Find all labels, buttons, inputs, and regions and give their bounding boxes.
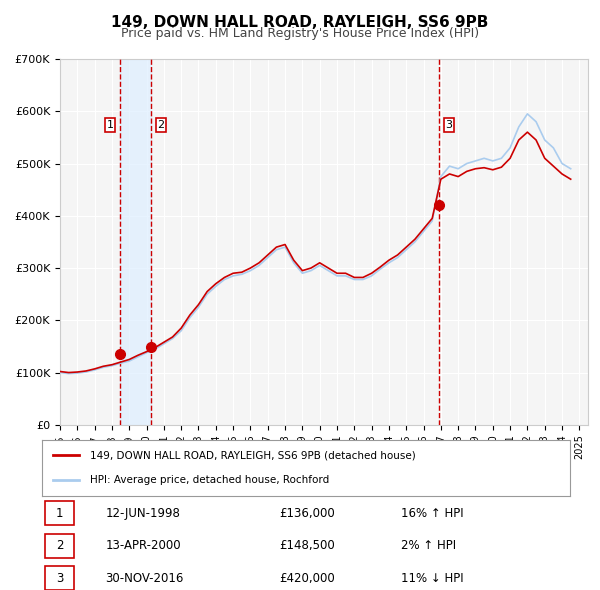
Text: 13-APR-2000: 13-APR-2000	[106, 539, 181, 552]
FancyBboxPatch shape	[44, 502, 74, 525]
Text: 1: 1	[107, 120, 113, 130]
Bar	[119, 59, 151, 425]
Text: 149, DOWN HALL ROAD, RAYLEIGH, SS6 9PB: 149, DOWN HALL ROAD, RAYLEIGH, SS6 9PB	[112, 15, 488, 30]
Text: 1: 1	[56, 507, 63, 520]
FancyBboxPatch shape	[44, 534, 74, 558]
Text: 16% ↑ HPI: 16% ↑ HPI	[401, 507, 464, 520]
Text: Price paid vs. HM Land Registry's House Price Index (HPI): Price paid vs. HM Land Registry's House …	[121, 27, 479, 40]
Text: 149, DOWN HALL ROAD, RAYLEIGH, SS6 9PB (detached house): 149, DOWN HALL ROAD, RAYLEIGH, SS6 9PB (…	[89, 450, 415, 460]
Text: 2: 2	[157, 120, 164, 130]
Text: 2: 2	[56, 539, 63, 552]
Text: 3: 3	[56, 572, 63, 585]
Text: 2% ↑ HPI: 2% ↑ HPI	[401, 539, 456, 552]
FancyBboxPatch shape	[44, 566, 74, 590]
Text: £420,000: £420,000	[280, 572, 335, 585]
Text: 30-NOV-2016: 30-NOV-2016	[106, 572, 184, 585]
Text: £136,000: £136,000	[280, 507, 335, 520]
Text: 3: 3	[445, 120, 452, 130]
Text: £148,500: £148,500	[280, 539, 335, 552]
Text: HPI: Average price, detached house, Rochford: HPI: Average price, detached house, Roch…	[89, 475, 329, 485]
Text: 12-JUN-1998: 12-JUN-1998	[106, 507, 180, 520]
Text: 11% ↓ HPI: 11% ↓ HPI	[401, 572, 464, 585]
